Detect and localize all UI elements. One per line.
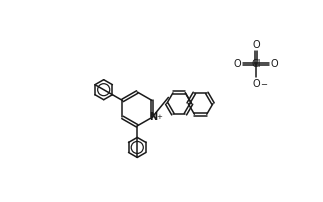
Text: O: O bbox=[252, 40, 260, 50]
Text: +: + bbox=[157, 114, 162, 120]
Text: O: O bbox=[252, 79, 260, 89]
Text: Cl: Cl bbox=[251, 59, 261, 69]
Text: O: O bbox=[271, 59, 278, 69]
Text: −: − bbox=[260, 80, 267, 89]
Text: O: O bbox=[234, 59, 241, 69]
Text: N: N bbox=[149, 112, 157, 122]
